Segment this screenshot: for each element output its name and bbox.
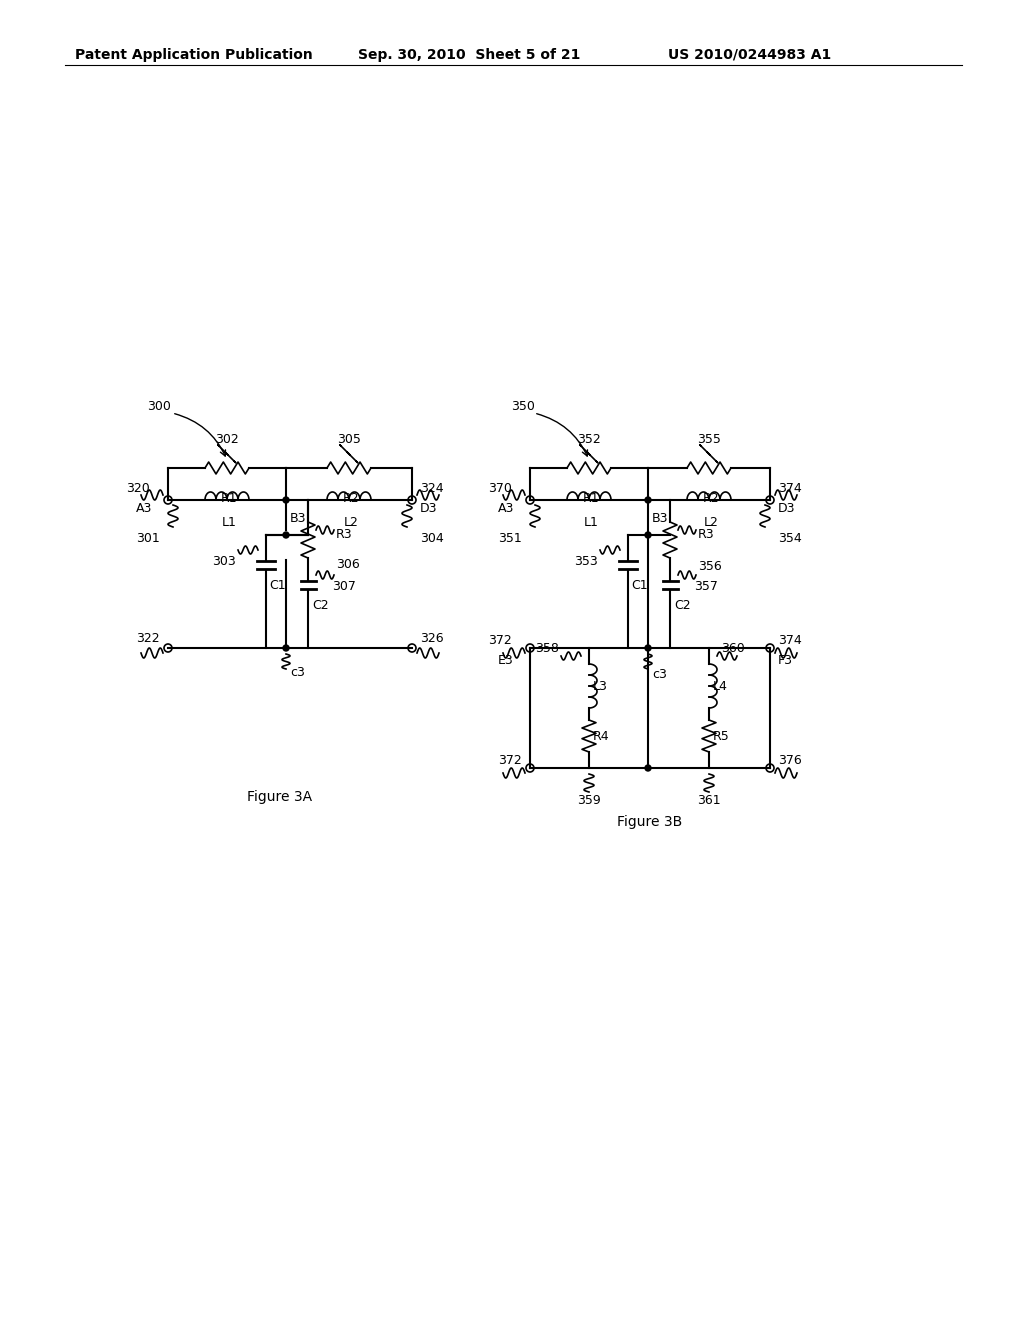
Text: C1: C1 xyxy=(269,579,286,591)
Circle shape xyxy=(645,498,651,503)
Text: 361: 361 xyxy=(697,795,721,807)
Circle shape xyxy=(283,532,289,539)
Text: Figure 3A: Figure 3A xyxy=(248,789,312,804)
Text: D3: D3 xyxy=(778,502,796,515)
Text: 326: 326 xyxy=(420,632,443,645)
Text: c3: c3 xyxy=(652,668,667,681)
Text: L2: L2 xyxy=(344,516,358,529)
Text: R2: R2 xyxy=(702,492,719,506)
Text: R1: R1 xyxy=(583,492,599,506)
Text: E3: E3 xyxy=(498,653,514,667)
Text: L3: L3 xyxy=(593,680,608,693)
Text: R3: R3 xyxy=(698,528,715,541)
Text: 357: 357 xyxy=(694,579,718,593)
Text: 376: 376 xyxy=(778,754,802,767)
Text: C2: C2 xyxy=(312,599,329,612)
Text: A3: A3 xyxy=(136,502,153,515)
Text: F3: F3 xyxy=(778,653,793,667)
Text: R3: R3 xyxy=(336,528,352,541)
Text: 370: 370 xyxy=(488,482,512,495)
Text: 301: 301 xyxy=(136,532,160,545)
Text: Patent Application Publication: Patent Application Publication xyxy=(75,48,312,62)
Text: 320: 320 xyxy=(126,482,150,495)
Text: 354: 354 xyxy=(778,532,802,545)
Text: Figure 3B: Figure 3B xyxy=(617,814,683,829)
Text: L1: L1 xyxy=(221,516,237,529)
Circle shape xyxy=(645,766,651,771)
Text: L1: L1 xyxy=(584,516,598,529)
Text: c3: c3 xyxy=(290,667,305,678)
Text: 352: 352 xyxy=(578,433,601,446)
Text: 353: 353 xyxy=(574,554,598,568)
Circle shape xyxy=(283,645,289,651)
Text: D3: D3 xyxy=(420,502,437,515)
Text: 358: 358 xyxy=(536,642,559,655)
Text: 304: 304 xyxy=(420,532,443,545)
Text: 356: 356 xyxy=(698,560,722,573)
Text: 306: 306 xyxy=(336,558,359,572)
Text: 355: 355 xyxy=(697,433,721,446)
Text: B3: B3 xyxy=(290,512,306,525)
Text: R5: R5 xyxy=(713,730,730,742)
Text: 302: 302 xyxy=(215,433,239,446)
Text: L4: L4 xyxy=(713,680,728,693)
Text: 374: 374 xyxy=(778,482,802,495)
Text: 360: 360 xyxy=(721,642,744,655)
Text: 324: 324 xyxy=(420,482,443,495)
Text: 322: 322 xyxy=(136,632,160,645)
Text: C2: C2 xyxy=(674,599,690,612)
Circle shape xyxy=(283,498,289,503)
Text: 372: 372 xyxy=(488,634,512,647)
Text: 307: 307 xyxy=(332,579,356,593)
Text: Sep. 30, 2010  Sheet 5 of 21: Sep. 30, 2010 Sheet 5 of 21 xyxy=(358,48,581,62)
Text: R2: R2 xyxy=(343,492,359,506)
Text: 300: 300 xyxy=(147,400,171,413)
Text: 350: 350 xyxy=(511,400,535,413)
Text: 374: 374 xyxy=(778,634,802,647)
Text: 305: 305 xyxy=(337,433,360,446)
Text: 351: 351 xyxy=(499,532,522,545)
Text: US 2010/0244983 A1: US 2010/0244983 A1 xyxy=(668,48,831,62)
Text: R1: R1 xyxy=(221,492,238,506)
Text: 303: 303 xyxy=(212,554,236,568)
Text: 372: 372 xyxy=(499,754,522,767)
Circle shape xyxy=(645,532,651,539)
Text: R4: R4 xyxy=(593,730,609,742)
Circle shape xyxy=(645,645,651,651)
Text: C1: C1 xyxy=(631,579,647,591)
Text: 359: 359 xyxy=(578,795,601,807)
Text: B3: B3 xyxy=(652,512,669,525)
Text: A3: A3 xyxy=(498,502,514,515)
Text: L2: L2 xyxy=(703,516,719,529)
